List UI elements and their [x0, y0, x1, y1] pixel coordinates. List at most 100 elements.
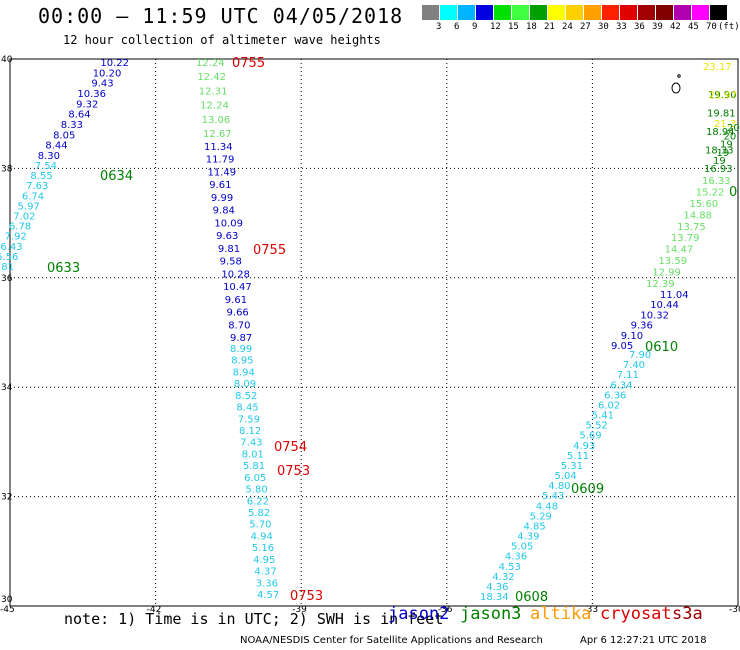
- x-tick-label: -39: [292, 605, 307, 615]
- wave-height-value: 20: [727, 123, 740, 134]
- coastline-fragment: [671, 74, 681, 94]
- wave-height-value: 13.06: [202, 115, 231, 126]
- wave-height-value: 8.64: [68, 110, 90, 121]
- legend-labels: 3 6 9 12 15 18 21 24 27 30 33 36 39 42 45 70 (ft): [422, 22, 740, 36]
- legend-bin-label: 21: [544, 22, 555, 32]
- wave-height-value: 14.47: [665, 245, 694, 256]
- wave-height-value: 4.57: [257, 590, 279, 601]
- wave-height-value: 6.22: [247, 496, 269, 507]
- wave-height-value: 12.24: [196, 58, 225, 69]
- wave-height-value: 5.97: [18, 201, 40, 212]
- wave-height-value: 5.81: [0, 262, 14, 273]
- wave-height-value: 8.45: [236, 403, 258, 414]
- legend-bin-label: 12: [490, 22, 501, 32]
- legend-bin-label: 24: [562, 22, 573, 32]
- y-tick-label: 34: [1, 383, 13, 393]
- wave-height-value: 9.87: [230, 333, 252, 344]
- wave-height-value: 5.70: [249, 520, 271, 531]
- wave-height-value: 8.44: [45, 141, 67, 152]
- wave-height-value: 10.28: [221, 269, 250, 280]
- legend-bin-label: 18: [526, 22, 537, 32]
- wave-height-value: 10.20: [93, 68, 122, 79]
- legend-bin-label: 27: [580, 22, 591, 32]
- wave-height-value: 4.36: [505, 552, 527, 563]
- wave-height-value: 13.79: [671, 233, 700, 244]
- wave-height-value: 15.22: [696, 187, 725, 198]
- wave-height-value: 9.43: [91, 79, 113, 90]
- legend-bin-label: 15: [508, 22, 519, 32]
- wave-height-value: 5.80: [245, 485, 267, 496]
- pass-time-label: 0753: [277, 464, 310, 479]
- legend-jason2: jason2: [388, 604, 450, 624]
- wave-height-value: 9.81: [218, 244, 240, 255]
- x-tick-label: -36: [438, 605, 453, 615]
- wave-height-value: 7.63: [26, 181, 48, 192]
- legend-cryosat: cryosat: [600, 604, 672, 624]
- pass-time-labels: 0755 0634 0633 0755 0754 0753 0753 0610 0609 0608…: [47, 56, 737, 605]
- wave-height-value: 5.41: [592, 411, 614, 422]
- wave-height-value: 3.36: [256, 578, 278, 589]
- pass-time-label: 0755: [253, 243, 286, 258]
- color-legend: [422, 5, 727, 20]
- wave-height-value: 21.97: [709, 91, 738, 102]
- legend-bin-label: 36: [634, 22, 645, 32]
- wave-height-value: 12.31: [199, 86, 228, 97]
- legend-bin-label: 6: [454, 22, 460, 32]
- legend-swatch: [440, 5, 457, 20]
- wave-height-value: 5.69: [579, 431, 601, 442]
- pass-time-label: 0609: [571, 482, 604, 497]
- wave-height-value: 15.60: [690, 199, 719, 210]
- x-tick-label: -42: [147, 605, 162, 615]
- y-tick-label: 38: [1, 164, 13, 174]
- wave-height-value: 21.3: [714, 119, 736, 130]
- wave-height-value: 6.05: [244, 473, 266, 484]
- pass-time-label: 0634: [100, 169, 133, 184]
- wave-height-value: 6.78: [9, 222, 31, 233]
- wave-height-value: 19: [713, 156, 726, 167]
- wave-height-value: 6.36: [604, 390, 626, 401]
- wave-height-value: 8.52: [235, 391, 257, 402]
- grid-lines: [10, 59, 738, 606]
- wave-height-value: 8.09: [234, 379, 256, 390]
- wave-height-value: 9.66: [227, 308, 249, 319]
- wave-height-value: 7.40: [623, 360, 645, 371]
- legend-altika: altika: [530, 604, 592, 624]
- wave-height-value: 5.81: [243, 461, 265, 472]
- legend-swatch: [566, 5, 583, 20]
- wave-height-value: 7.54: [35, 161, 57, 172]
- wave-height-value: 7.90: [629, 350, 651, 361]
- legend-s3a: s3a: [672, 604, 703, 624]
- axis-ticks: -45 -42 -39 -36 -33 -30 40 38 36 34 32 30: [0, 55, 740, 615]
- wave-height-value: 5.16: [252, 543, 274, 554]
- footer-note: note: 1) Time is in UTC; 2) SWH is in fe…: [64, 610, 444, 628]
- wave-height-value: 7.92: [5, 232, 27, 243]
- pass-time-label: 0: [729, 185, 737, 200]
- legend-swatch: [710, 5, 727, 20]
- wave-height-value: 7.11: [617, 370, 639, 381]
- x-tick-label: -45: [0, 605, 15, 615]
- wave-height-value: 7.02: [13, 212, 35, 223]
- wave-height-value: 12.99: [652, 268, 681, 279]
- pass-time-label: 0753: [290, 589, 323, 604]
- wave-height-value: 4.39: [517, 532, 539, 543]
- wave-height-value: 4.80: [548, 481, 570, 492]
- wave-height-value: 8.33: [61, 120, 83, 131]
- legend-bin-label: 45: [688, 22, 699, 32]
- wave-height-value: 10.32: [640, 310, 669, 321]
- legend-swatch: [602, 5, 619, 20]
- y-tick-label: 40: [1, 55, 13, 65]
- wave-height-value: 8.70: [228, 320, 250, 331]
- wave-height-value: 11.49: [207, 167, 236, 178]
- wave-height-value: 12.67: [203, 129, 232, 140]
- wave-height-value: 7.43: [240, 438, 262, 449]
- legend-swatch: [494, 5, 511, 20]
- wave-height-value: 19: [717, 148, 730, 159]
- legend-swatch: [620, 5, 637, 20]
- map-frame: [9, 58, 739, 607]
- wave-height-value: 9.63: [216, 231, 238, 242]
- wave-height-value: 10.09: [214, 218, 243, 229]
- wave-height-value: 16.33: [702, 176, 731, 187]
- legend-swatch: [692, 5, 709, 20]
- y-tick-label: 32: [1, 493, 12, 503]
- wave-height-value: 11.79: [206, 155, 235, 166]
